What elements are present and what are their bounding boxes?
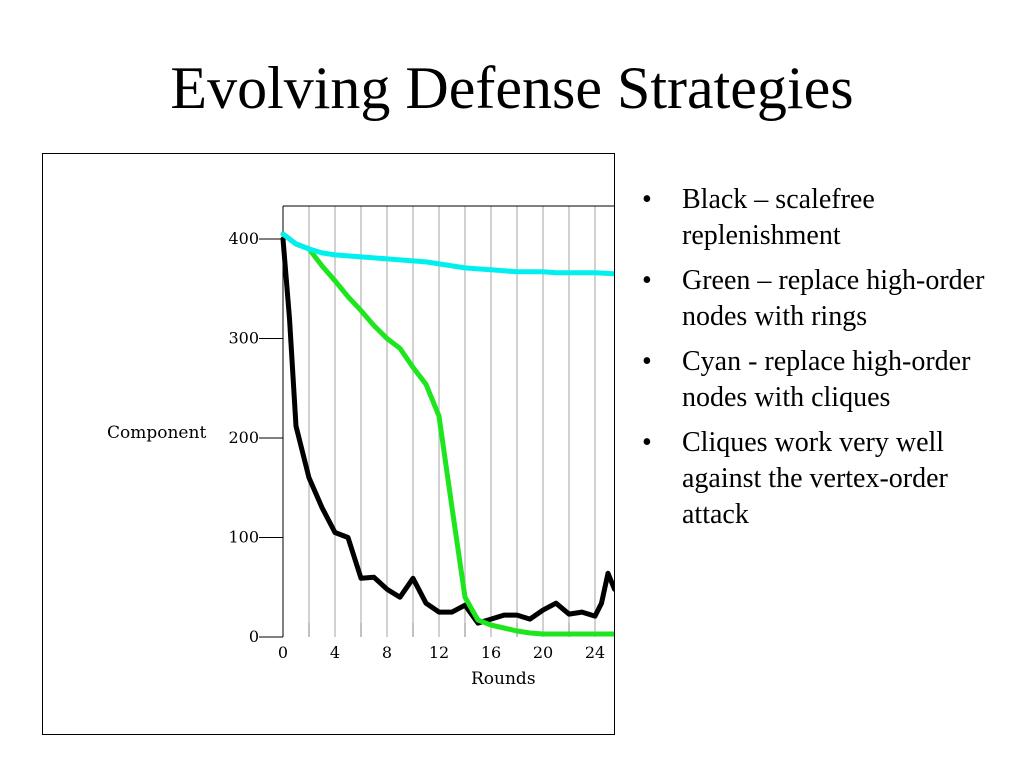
chart-frame: 0 100 200 300 400 0 4 8 12 16 20 24 Component Round… [42,153,615,735]
y-tick-label: 0 [249,627,259,646]
bullet-dot-icon: • [642,265,652,296]
series-lines [280,231,614,637]
series-line [280,236,614,626]
x-axis-label: Rounds [471,669,536,689]
y-tick-label: 100 [228,528,259,547]
y-tick-label: 200 [228,428,259,447]
x-tick-label: 4 [330,643,340,662]
x-tick-label: 12 [429,643,449,662]
chart-axes: 0 100 200 300 400 0 4 8 12 16 20 24 [228,205,614,662]
bullet-text: Black – scalefree replenishment [682,184,875,251]
y-axis-label: Component [107,423,206,443]
x-tick-label: 20 [533,643,553,662]
bullet-text: Cyan - replace high-order nodes with cli… [682,346,971,413]
bullet-text: Cliques work very well against the verte… [682,427,948,530]
bullet-item: • Green – replace high-order nodes with r… [642,263,1012,335]
bullet-dot-icon: • [642,427,652,458]
bullet-item: • Black – scalefree replenishment [642,182,1012,254]
x-tick-label: 8 [382,643,392,662]
y-tick-label: 300 [228,329,259,348]
series-line [280,231,614,637]
bullet-text: Green – replace high-order nodes with ri… [682,265,985,332]
series-line [280,231,614,277]
line-chart: 0 100 200 300 400 0 4 8 12 16 20 24 Component Round… [107,205,614,689]
slide-title: Evolving Defense Strategies [170,55,854,121]
x-tick-label: 24 [585,643,605,662]
bullet-item: • Cliques work very well against the vert… [642,425,1012,533]
bullet-dot-icon: • [642,346,652,377]
y-tick-label: 400 [228,229,259,248]
bullet-dot-icon: • [642,184,652,215]
bullet-list: • Black – scalefree replenishment • Green –… [642,182,1012,542]
x-tick-label: 0 [278,643,288,662]
x-tick-label: 16 [481,643,501,662]
axis-labels: Component Rounds [107,423,536,689]
bullet-item: • Cyan - replace high-order nodes with cl… [642,344,1012,416]
